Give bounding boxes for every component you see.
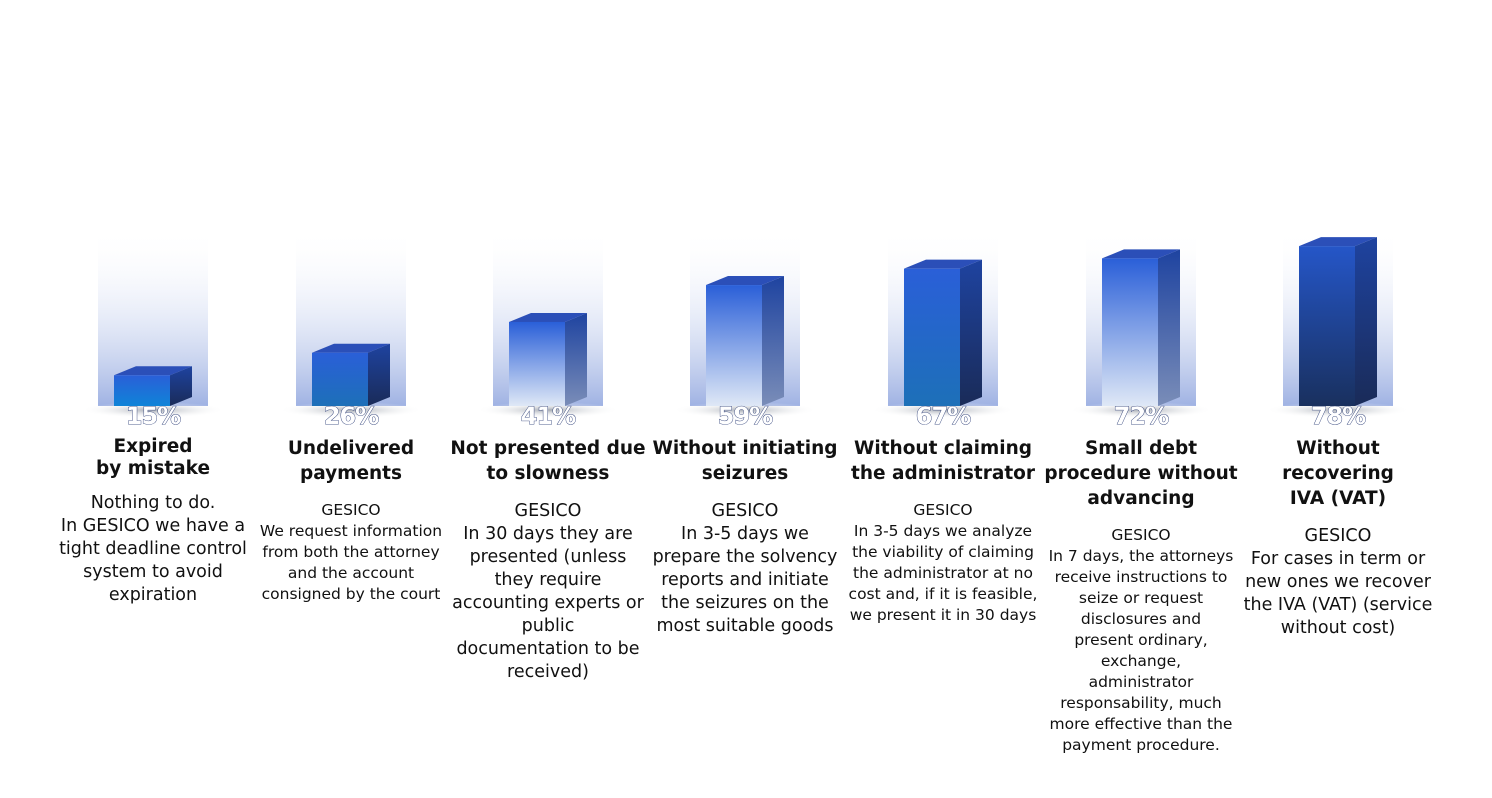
bar-value-label: 78% xyxy=(1311,402,1366,430)
category-column: Without recovering IVA (VAT) GESICO For c… xyxy=(1240,436,1436,640)
category-label: Without initiating seizures xyxy=(652,438,838,484)
bar-value-label: 26% xyxy=(324,402,379,430)
category-description: GESICO In 7 days, the attorneys receive … xyxy=(1048,526,1234,754)
bar-side-face xyxy=(368,343,390,406)
category-label: Expired by mistake xyxy=(95,436,211,479)
bar xyxy=(114,375,170,406)
category-description: GESICO For cases in term or new ones we … xyxy=(1243,526,1433,638)
bar-top-face xyxy=(1299,237,1377,247)
bar-side-face xyxy=(762,276,784,406)
bar-top-face xyxy=(904,259,982,269)
category-description: GESICO We request information from both … xyxy=(259,501,443,603)
category-label: Without recovering IVA (VAT) xyxy=(1282,438,1394,509)
bar-side-face xyxy=(960,259,982,406)
bar-top-face xyxy=(509,312,587,322)
category-column: Expired by mistake Nothing to do. In GESI… xyxy=(55,436,251,607)
category-label: Undelivered payments xyxy=(287,438,415,484)
bar xyxy=(509,321,565,406)
category-column: Without claiming the administrator GESICO… xyxy=(845,436,1041,626)
bar xyxy=(1102,258,1158,406)
bar-value-label: 72% xyxy=(1114,402,1169,430)
category-column: Small debt procedure without advancing GE… xyxy=(1043,436,1239,756)
category-column: Not presented due to slowness GESICO In 3… xyxy=(450,436,646,684)
category-description: GESICO In 30 days they are presented (un… xyxy=(452,501,644,682)
bar-top-face xyxy=(1102,249,1180,259)
category-description: GESICO In 3-5 days we prepare the solven… xyxy=(652,501,838,636)
category-column: Undelivered payments GESICO We request in… xyxy=(253,436,449,605)
bar xyxy=(1299,246,1355,406)
category-description: GESICO In 3-5 days we analyze the viabil… xyxy=(848,501,1038,624)
bar-top-face xyxy=(706,276,784,286)
bar-value-label: 67% xyxy=(916,402,971,430)
bar xyxy=(706,285,762,406)
category-label: Small debt procedure without advancing xyxy=(1044,438,1238,509)
bar-side-face xyxy=(1158,249,1180,406)
bar-top-face xyxy=(114,366,192,376)
bar-value-label: 41% xyxy=(521,402,576,430)
category-label: Without claiming the administrator xyxy=(851,438,1035,484)
bar-side-face xyxy=(170,366,192,406)
category-label: Not presented due to slowness xyxy=(450,438,646,484)
bar-side-face xyxy=(1355,237,1377,406)
bar-value-label: 59% xyxy=(718,402,773,430)
category-column: Without initiating seizures GESICO In 3-5… xyxy=(647,436,843,638)
bar xyxy=(904,268,960,406)
bar xyxy=(312,352,368,406)
category-description: Nothing to do. In GESICO we have a tight… xyxy=(59,493,247,605)
bar-value-label: 15% xyxy=(126,402,181,430)
bar-top-face xyxy=(312,343,390,353)
bar-side-face xyxy=(565,312,587,406)
